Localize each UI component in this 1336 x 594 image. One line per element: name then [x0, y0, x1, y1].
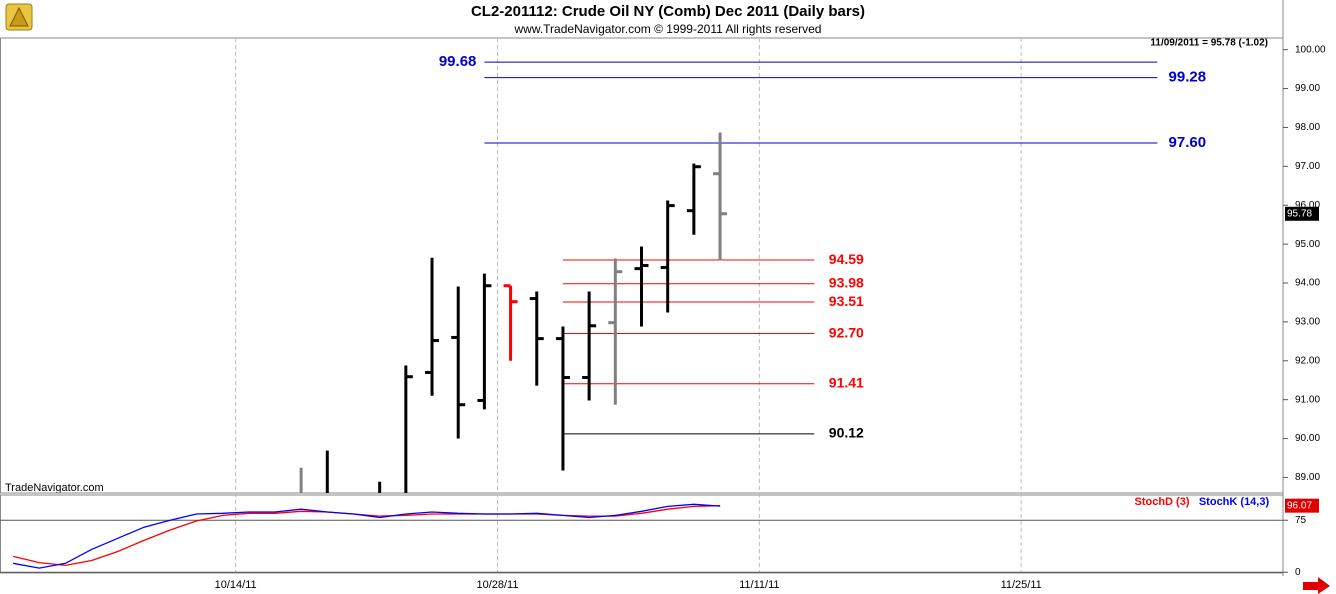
- chart-subtitle: www.TradeNavigator.com © 1999-2011 All r…: [514, 22, 822, 36]
- level-label: 91.41: [829, 374, 864, 390]
- scroll-arrow[interactable]: [1303, 577, 1330, 594]
- level-label: 93.98: [829, 274, 864, 290]
- level-label: 99.68: [439, 53, 477, 70]
- y-tick-label: 89.00: [1295, 472, 1320, 483]
- y-tick-label: 92.00: [1295, 355, 1320, 366]
- y-tick-label: 96.00: [1295, 200, 1320, 211]
- level-label: 90.12: [829, 425, 864, 441]
- x-tick-label: 10/28/11: [476, 579, 518, 591]
- last-price-label: 95.78: [1287, 208, 1312, 219]
- watermark: TradeNavigator.com: [5, 482, 104, 494]
- last-stoch-box: [1285, 498, 1319, 513]
- legend-entry: StochK (14,3): [1199, 496, 1270, 508]
- y-tick-label: 100.00: [1295, 44, 1326, 55]
- logo: [5, 3, 33, 31]
- chart-title: CL2-201112: Crude Oil NY (Comb) Dec 2011…: [471, 3, 865, 20]
- y-tick-label: 98.00: [1295, 122, 1320, 133]
- y-tick-label: 93.00: [1295, 317, 1320, 328]
- x-tick-label: 11/11/11: [739, 579, 779, 591]
- y-tick-label: 90.00: [1295, 433, 1320, 444]
- last-price-box: [1285, 206, 1319, 221]
- y-tick-label: 99.00: [1295, 83, 1320, 94]
- y-tick-label: 97.00: [1295, 161, 1320, 172]
- y-tick-label: 94.00: [1295, 278, 1320, 289]
- legend-entry: StochD (3): [1135, 496, 1190, 508]
- x-tick-label: 11/25/11: [1001, 579, 1042, 591]
- y-tick-label: 75: [1295, 515, 1307, 526]
- y-tick-label: 0: [1295, 567, 1301, 578]
- y-tick-label: 91.00: [1295, 394, 1320, 405]
- level-label: 99.28: [1169, 69, 1207, 86]
- level-label: 93.51: [829, 293, 864, 309]
- stoch-line: [12, 503, 721, 569]
- level-label: 94.59: [829, 251, 864, 267]
- price-plot: [299, 61, 1158, 493]
- level-label: 92.70: [829, 324, 864, 340]
- level-label: 97.60: [1169, 134, 1207, 151]
- y-tick-label: 95.00: [1295, 239, 1320, 250]
- last-label: 11/09/2011 = 95.78 (-1.02): [1150, 38, 1268, 49]
- last-stoch-label: 96.07: [1287, 500, 1312, 511]
- x-tick-label: 10/14/11: [215, 579, 257, 591]
